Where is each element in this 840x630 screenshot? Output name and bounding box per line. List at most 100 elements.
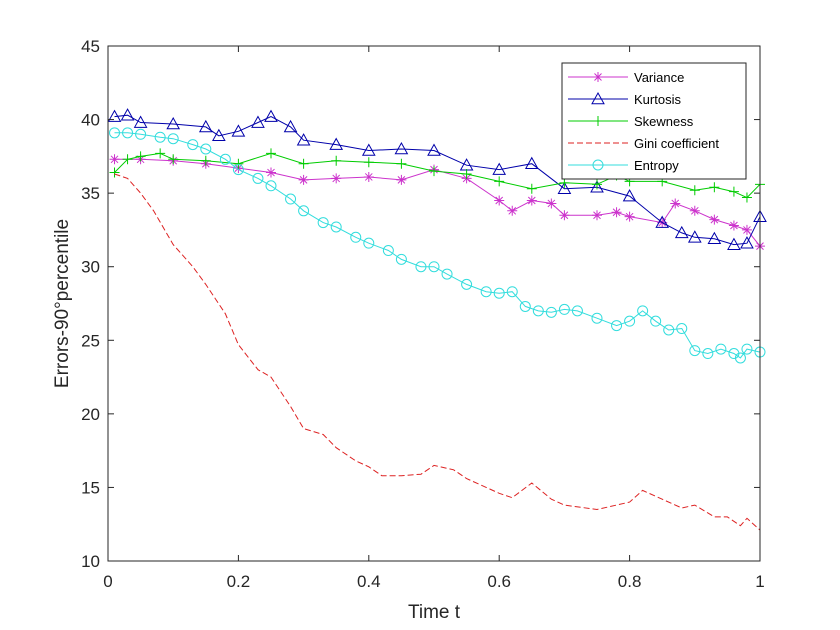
data-point-variance bbox=[624, 211, 635, 222]
data-point-entropy bbox=[265, 180, 277, 192]
legend-label-entropy: Entropy bbox=[634, 158, 679, 173]
legend-marker-skewness bbox=[593, 116, 603, 126]
data-point-skewness bbox=[266, 148, 276, 159]
data-point-entropy bbox=[532, 305, 544, 317]
data-point-entropy bbox=[461, 278, 473, 290]
y-tick-label: 35 bbox=[81, 184, 100, 203]
y-tick-label: 30 bbox=[81, 258, 100, 277]
data-point-entropy bbox=[382, 245, 394, 257]
series-line-kurtosis bbox=[114, 114, 761, 246]
data-point-kurtosis bbox=[707, 231, 722, 245]
data-point-variance bbox=[298, 174, 309, 185]
data-point-variance bbox=[266, 167, 276, 178]
data-point-entropy bbox=[154, 131, 166, 143]
y-tick-label: 45 bbox=[81, 37, 100, 56]
data-point-variance bbox=[331, 173, 342, 184]
data-point-entropy bbox=[702, 348, 714, 360]
data-point-kurtosis bbox=[329, 137, 344, 150]
data-point-kurtosis bbox=[740, 236, 754, 249]
data-point-variance bbox=[689, 205, 700, 216]
data-point-variance bbox=[559, 210, 570, 221]
data-point-variance bbox=[546, 198, 557, 209]
data-point-variance bbox=[109, 154, 120, 165]
data-point-skewness bbox=[709, 182, 720, 193]
data-point-entropy bbox=[441, 268, 453, 280]
data-point-kurtosis bbox=[251, 115, 265, 128]
data-point-kurtosis bbox=[674, 225, 689, 239]
x-tick-label: 1 bbox=[755, 572, 764, 591]
data-point-kurtosis bbox=[492, 162, 507, 175]
series-skewness bbox=[109, 148, 765, 203]
data-point-kurtosis bbox=[283, 119, 298, 133]
data-point-kurtosis bbox=[687, 230, 702, 243]
legend-label-skewness: Skewness bbox=[634, 114, 694, 129]
data-point-variance bbox=[709, 214, 720, 225]
data-point-entropy bbox=[122, 127, 134, 139]
data-point-skewness bbox=[122, 154, 133, 165]
data-point-skewness bbox=[461, 169, 472, 180]
data-point-entropy bbox=[506, 286, 518, 298]
data-point-entropy bbox=[167, 133, 179, 145]
data-point-variance bbox=[507, 205, 518, 216]
data-point-entropy bbox=[689, 345, 701, 357]
data-point-entropy bbox=[624, 315, 636, 327]
legend-marker-variance bbox=[593, 72, 603, 82]
legend-label-kurtosis: Kurtosis bbox=[634, 92, 681, 107]
data-point-entropy bbox=[285, 193, 297, 205]
data-point-kurtosis bbox=[590, 180, 604, 193]
y-tick-label: 40 bbox=[81, 111, 100, 130]
data-point-skewness bbox=[559, 177, 570, 188]
series-line-entropy bbox=[114, 132, 761, 359]
data-point-entropy bbox=[109, 127, 121, 139]
data-point-kurtosis bbox=[655, 215, 670, 228]
data-point-entropy bbox=[363, 237, 375, 249]
data-point-kurtosis bbox=[211, 128, 226, 142]
data-point-skewness bbox=[741, 192, 752, 203]
data-point-entropy bbox=[650, 315, 662, 327]
data-point-skewness bbox=[728, 186, 739, 197]
data-point-kurtosis bbox=[296, 133, 311, 146]
data-point-entropy bbox=[298, 205, 310, 217]
data-point-variance bbox=[670, 198, 681, 209]
data-point-skewness bbox=[135, 151, 146, 162]
data-point-kurtosis bbox=[133, 115, 148, 128]
data-point-kurtosis bbox=[557, 181, 572, 195]
data-point-variance bbox=[363, 171, 374, 182]
data-point-variance bbox=[526, 195, 537, 206]
data-point-skewness bbox=[494, 176, 505, 187]
data-point-skewness bbox=[429, 166, 439, 177]
data-point-entropy bbox=[428, 261, 440, 273]
data-point-variance bbox=[741, 224, 752, 235]
data-point-entropy bbox=[663, 324, 675, 336]
data-point-variance bbox=[396, 174, 407, 185]
series-entropy bbox=[109, 127, 766, 364]
data-point-entropy bbox=[200, 143, 212, 155]
data-point-entropy bbox=[637, 305, 649, 317]
y-axis-title: Errors-90°percentile bbox=[52, 219, 73, 388]
y-tick-label: 10 bbox=[81, 552, 100, 571]
data-point-variance bbox=[592, 210, 602, 221]
y-tick-label: 25 bbox=[81, 331, 100, 350]
data-point-skewness bbox=[689, 185, 700, 196]
data-point-kurtosis bbox=[361, 143, 376, 156]
data-point-skewness bbox=[363, 157, 374, 168]
legend-marker-entropy bbox=[592, 159, 604, 171]
y-tick-label: 20 bbox=[81, 405, 100, 424]
data-point-entropy bbox=[741, 343, 753, 355]
data-point-entropy bbox=[350, 231, 362, 243]
data-point-variance bbox=[494, 195, 505, 206]
data-point-entropy bbox=[330, 221, 342, 233]
legend-label-variance: Variance bbox=[634, 70, 684, 85]
data-point-kurtosis bbox=[120, 108, 135, 121]
data-point-entropy bbox=[415, 261, 427, 273]
data-point-variance bbox=[728, 220, 739, 231]
data-point-entropy bbox=[591, 312, 603, 324]
data-point-kurtosis bbox=[264, 109, 278, 122]
data-point-skewness bbox=[168, 154, 179, 165]
data-point-kurtosis bbox=[524, 156, 539, 170]
series-layer bbox=[107, 108, 767, 531]
legend: Variance Kurtosis Skewness Gini coefficient… bbox=[561, 62, 747, 180]
data-point-kurtosis bbox=[427, 143, 441, 156]
x-tick-label: 0 bbox=[103, 572, 112, 591]
data-point-entropy bbox=[676, 323, 688, 335]
